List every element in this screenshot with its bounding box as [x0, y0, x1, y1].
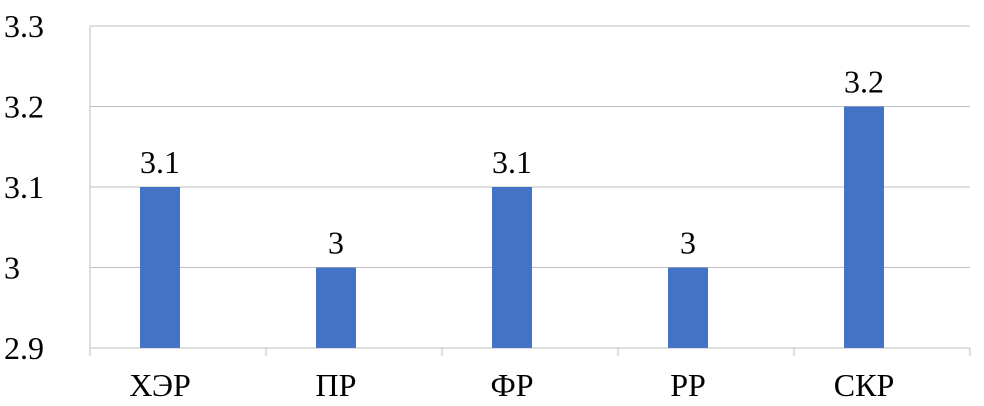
bars — [140, 106, 884, 348]
bar — [316, 267, 356, 348]
data-label: 3 — [680, 225, 696, 261]
x-tick-label: РР — [670, 367, 706, 403]
data-label: 3.1 — [492, 144, 532, 180]
data-label: 3 — [328, 225, 344, 261]
y-tick-label: 3.3 — [4, 8, 44, 44]
labels: 2.9 3 3.1 3.2 3.3 3.1 ХЭР 3 ПР 3.1 ФР 3 РР 3.2 СКР — [4, 8, 894, 403]
y-tick-label: 3 — [4, 250, 20, 286]
y-tick-label: 3.1 — [4, 169, 44, 205]
bar — [844, 106, 884, 348]
bar — [140, 187, 180, 348]
data-label: 3.1 — [140, 144, 180, 180]
x-tick-label: СКР — [834, 367, 894, 403]
bar — [668, 267, 708, 348]
data-label: 3.2 — [844, 64, 884, 100]
y-tick-label: 3.2 — [4, 89, 44, 125]
bar — [492, 187, 532, 348]
x-tick-label: ФР — [490, 367, 533, 403]
x-tick-label: ПР — [316, 367, 357, 403]
x-tick-label: ХЭР — [129, 367, 191, 403]
y-tick-label: 2.9 — [4, 330, 44, 366]
